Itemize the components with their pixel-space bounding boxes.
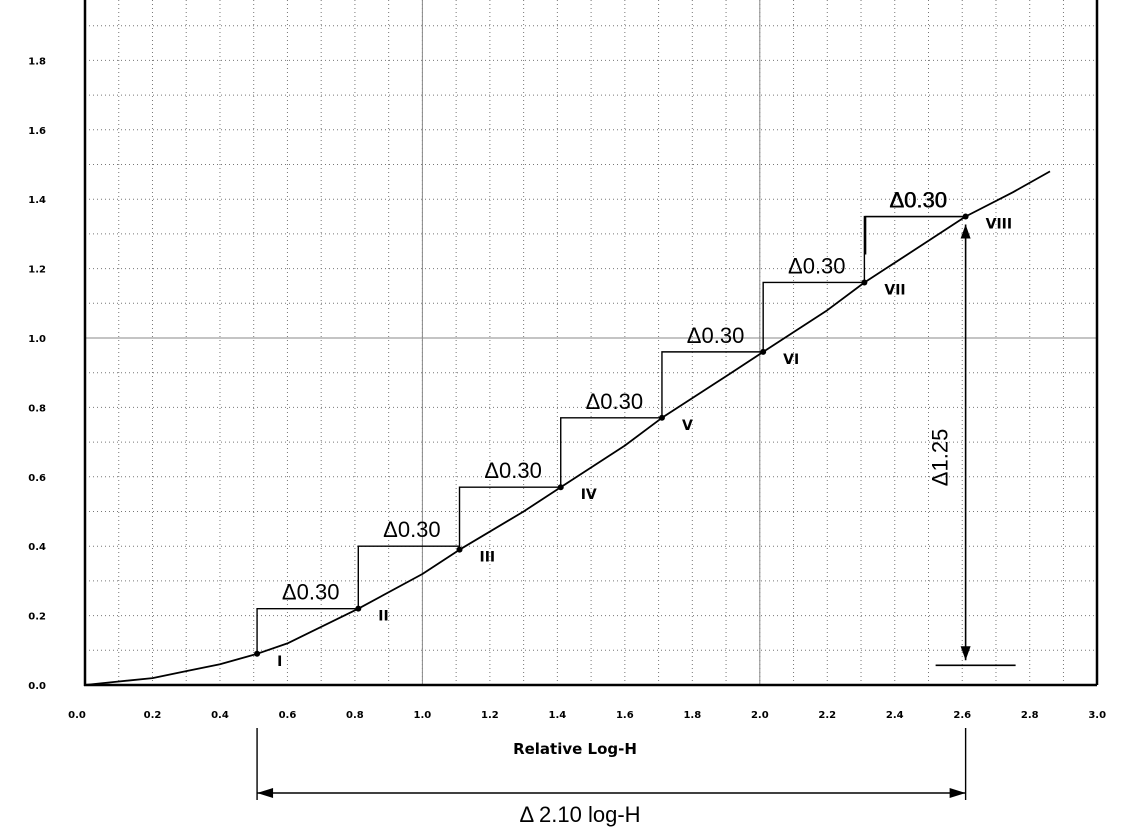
y-tick-label: 0.6 <box>28 473 46 484</box>
x-tick-label: 3.0 <box>1088 710 1106 721</box>
y-tick-label: 1.0 <box>28 334 46 345</box>
x-axis-label: Relative Log-H <box>513 740 637 758</box>
x-tick-label: 0.4 <box>211 710 229 721</box>
step-label: Δ0.30 <box>383 517 441 542</box>
step-label: Δ0.30 <box>586 389 644 414</box>
x-tick-label: 0.2 <box>144 710 162 721</box>
step-point-label: IV <box>581 487 597 503</box>
step-point-label: III <box>480 550 496 566</box>
step-point <box>456 546 463 553</box>
y-tick-labels: 0.0 0.2 0.4 0.6 0.8 1.0 1.2 1.4 1.6 1.8 <box>28 56 46 692</box>
step-point <box>658 414 665 421</box>
step-label: Δ0.30 <box>889 188 947 213</box>
horizontal-span-arrow-right <box>949 788 966 798</box>
step-bracket <box>256 607 359 654</box>
step-label: Δ0.30 <box>484 458 542 483</box>
step-point-label: VIII <box>986 217 1012 233</box>
step-point <box>962 213 969 220</box>
y-tick-label: 0.4 <box>28 542 46 553</box>
step-label: Δ0.30 <box>890 188 948 213</box>
step-point <box>557 484 564 491</box>
x-tick-label: 2.4 <box>886 710 904 721</box>
step-label: Δ0.30 <box>687 323 745 348</box>
step-point-label: II <box>378 609 388 625</box>
y-tick-label: 1.8 <box>28 56 46 67</box>
y-tick-label: 1.6 <box>28 126 46 137</box>
x-tick-label: 0.8 <box>346 710 364 721</box>
x-tick-label: 1.2 <box>481 710 499 721</box>
x-tick-label: 2.8 <box>1021 710 1039 721</box>
curve-layer <box>84 170 1051 686</box>
step-bracket <box>661 351 764 418</box>
x-tick-labels: 0.0 0.2 0.4 0.6 0.8 1.0 1.2 1.4 1.6 1.8 2.0 2.2 2.4 2… <box>68 710 1106 721</box>
step-bracket <box>864 215 966 255</box>
step-point <box>355 605 362 612</box>
step-point <box>254 650 261 657</box>
step-point-label: V <box>682 418 693 434</box>
horizontal-span-arrow-left <box>257 788 274 798</box>
x-tick-label: 1.8 <box>683 710 701 721</box>
step-label: Δ0.30 <box>788 253 846 278</box>
step-point <box>861 279 868 286</box>
step-bracket <box>357 545 460 609</box>
grid-major <box>85 0 1097 685</box>
x-tick-label: 2.2 <box>818 710 836 721</box>
y-tick-label: 1.2 <box>28 265 46 276</box>
x-tick-label: 2.6 <box>953 710 971 721</box>
y-tick-label: 0.8 <box>28 403 46 414</box>
step-point-label: VII <box>884 282 905 298</box>
annotations: Δ1.25 Δ 2.10 log-H <box>256 224 1016 827</box>
x-tick-label: 0.0 <box>68 710 86 721</box>
y-tick-label: 1.4 <box>28 195 46 206</box>
step-bracket <box>458 486 561 550</box>
vertical-span-arrow-bottom <box>960 646 971 661</box>
characteristic-curve <box>84 170 1051 686</box>
step-bracket <box>560 417 662 488</box>
step-bracket <box>762 281 865 352</box>
vertical-span-arrow-top <box>960 224 971 239</box>
step-label: Δ0.30 <box>282 580 340 605</box>
y-tick-label: 0.0 <box>28 681 46 692</box>
y-tick-label: 0.2 <box>28 612 46 623</box>
axes <box>83 0 1099 687</box>
step-point <box>760 348 767 355</box>
x-tick-label: 1.0 <box>414 710 432 721</box>
horizontal-span-label: Δ 2.10 log-H <box>519 802 640 827</box>
x-tick-label: 2.0 <box>751 710 769 721</box>
x-tick-label: 0.6 <box>279 710 297 721</box>
vertical-span-label: Δ1.25 <box>928 429 953 487</box>
step-point-label: VI <box>783 352 799 368</box>
step-point-label: I <box>277 654 282 670</box>
x-tick-label: 1.4 <box>549 710 567 721</box>
x-tick-label: 1.6 <box>616 710 634 721</box>
